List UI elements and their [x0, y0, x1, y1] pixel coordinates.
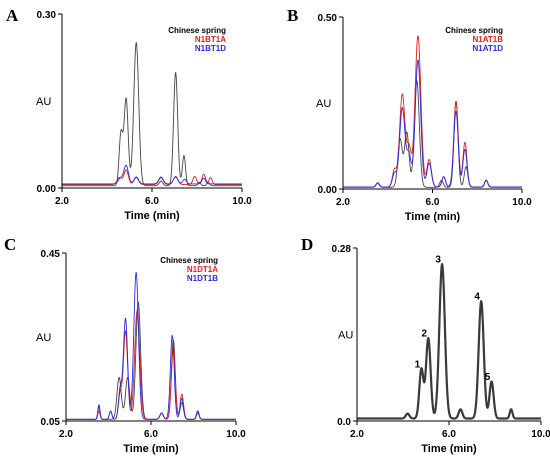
peak-label: 1 [415, 360, 421, 371]
x-axis-label: Time (min) [123, 443, 179, 455]
series-line-n1at1d [343, 59, 522, 188]
series-line-chinese-spring [343, 80, 522, 188]
x-axis-label: Time (min) [421, 443, 477, 455]
peak-label: 3 [435, 255, 441, 266]
chart-panel-b: B 2.0 6.0 10.0 0.00 0.50 Time (min) AU Chinese s… [287, 6, 532, 223]
x-tick-label: 10.0 [531, 429, 550, 440]
x-tick-label: 6.0 [426, 197, 440, 208]
panel-letter: C [4, 235, 16, 254]
panel-letter: B [287, 6, 298, 25]
series-line-n1dt1a [65, 310, 237, 420]
series-line-chinese-spring [65, 301, 237, 420]
x-tick-label: 6.0 [144, 429, 158, 440]
x-tick-label: 6.0 [442, 429, 456, 440]
x-tick-label: 10.0 [232, 196, 252, 207]
series-line-n1dt1b [65, 271, 237, 420]
legend-entry: N1AT1B [472, 35, 503, 44]
legend-entry: N1DT1B [187, 274, 218, 283]
series-line-chinese-spring [62, 41, 242, 187]
peak-label: 5 [485, 372, 491, 383]
chart-panel-d: D 2.0 6.0 10.0 0.0 0.28 Time (min) AU 1 2 3 4 5 [301, 235, 550, 455]
y-axis-label: AU [338, 330, 353, 342]
chart-panel-a: A 2.0 6.0 10.0 0.00 0.30 Time (min) AU Chinese s… [6, 6, 252, 222]
y-axis-label: AU [316, 98, 331, 110]
x-tick-label: 10.0 [512, 197, 532, 208]
x-tick-label: 2.0 [350, 429, 364, 440]
y-tick-label: 0.05 [41, 417, 61, 428]
y-tick-label: 0.0 [337, 417, 351, 428]
chart-panel-c: C 2.0 6.0 10.0 0.05 0.45 Time (min) AU Chinese s… [4, 235, 246, 455]
legend-entry: Chinese spring [160, 256, 218, 265]
x-axis-label: Time (min) [124, 210, 180, 222]
y-axis-label: AU [36, 96, 51, 108]
y-tick-label: 0.45 [41, 249, 61, 260]
legend-entry: N1BT1A [195, 35, 226, 44]
series-line-trace [356, 262, 542, 420]
x-tick-label: 2.0 [55, 196, 69, 207]
peak-label: 2 [422, 329, 428, 340]
panel-letter: D [301, 235, 313, 254]
y-tick-label: 0.00 [318, 185, 338, 196]
legend-entry: Chinese spring [445, 26, 503, 35]
peak-label: 4 [474, 292, 480, 303]
y-tick-label: 0.00 [37, 184, 57, 195]
legend-entry: N1DT1A [187, 265, 218, 274]
legend-entry: N1AT1D [472, 44, 503, 53]
y-tick-label: 0.28 [332, 244, 352, 255]
series-line-n1bt1a [62, 169, 242, 185]
y-axis-label: AU [36, 332, 51, 344]
series-line-n1at1b [343, 35, 522, 188]
x-tick-label: 2.0 [59, 429, 73, 440]
series-line-n1bt1d [62, 164, 242, 185]
panel-letter: A [6, 6, 19, 25]
y-tick-label: 0.50 [318, 13, 338, 24]
x-axis-label: Time (min) [405, 211, 461, 223]
x-tick-label: 10.0 [226, 429, 246, 440]
x-tick-label: 6.0 [145, 196, 159, 207]
x-tick-label: 2.0 [336, 197, 350, 208]
legend-entry: N1BT1D [195, 44, 226, 53]
legend-entry: Chinese spring [168, 26, 226, 35]
y-tick-label: 0.30 [37, 10, 57, 21]
